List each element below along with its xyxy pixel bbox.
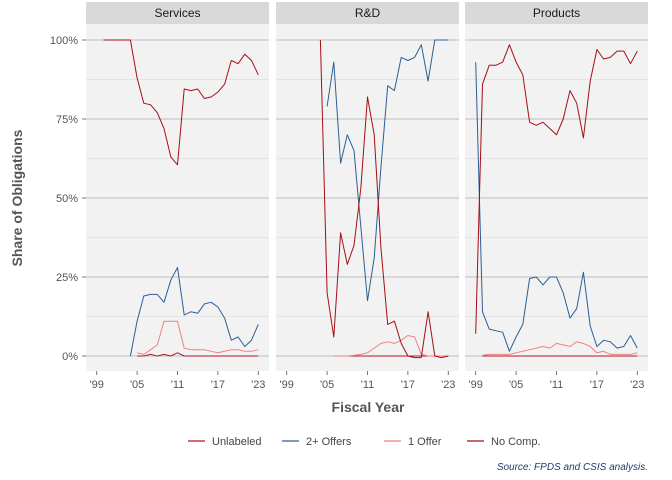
x-tick-label: '11 — [171, 379, 185, 391]
series-line-1-offer — [136, 320, 259, 355]
x-tick-label: '05 — [130, 379, 144, 391]
y-tick-label: 0% — [62, 351, 78, 363]
x-tick-label: '99 — [90, 379, 104, 391]
x-tick-label: '23 — [441, 379, 455, 391]
legend-item: 2+ Offers — [282, 436, 352, 448]
legend-label: No Comp. — [491, 436, 541, 448]
y-tick-label: 50% — [56, 193, 78, 205]
series-line-2-offers — [475, 62, 638, 352]
x-tick-label: '11 — [550, 379, 564, 391]
facet-title: Products — [533, 6, 580, 20]
panel-background — [465, 24, 648, 371]
x-tick-label: '11 — [361, 379, 375, 391]
series-line-1-offer — [482, 341, 638, 356]
series-line-no-comp — [103, 39, 259, 166]
series-line-no-comp — [475, 44, 638, 334]
y-tick-label: 100% — [50, 35, 78, 47]
facet-strip — [86, 2, 269, 24]
x-axis-title: Fiscal Year — [332, 399, 405, 415]
legend-item: 1 Offer — [384, 436, 442, 448]
series-line-no-comp — [319, 39, 449, 359]
facet-panels: Services '99 '05 '11 '17 '23 0% 25% 50% 75% 100% R&… — [50, 2, 648, 391]
facet-strip — [276, 2, 459, 24]
x-tick-label: '17 — [401, 379, 415, 391]
facet-title: Services — [154, 6, 200, 20]
facet-panel: R&D '99 '05 '11 '17 '23 — [276, 2, 459, 391]
series-line-2-offers — [129, 267, 259, 357]
x-tick-label: '99 — [469, 379, 483, 391]
legend-label: 1 Offer — [408, 436, 442, 448]
x-tick-label: '23 — [630, 379, 644, 391]
chart-caption: Source: FPDS and CSIS analysis. — [497, 462, 648, 473]
facet-panel: Services '99 '05 '11 '17 '23 0% 25% 50% 75% 100% — [50, 2, 269, 391]
legend-label: Unlabeled — [212, 436, 262, 448]
chart-legend: Unlabeled 2+ Offers 1 Offer No Comp. — [188, 436, 541, 448]
panel-background — [86, 24, 269, 371]
facet-panel: Products '99 '05 '11 '17 '23 — [465, 2, 648, 391]
y-axis-title: Share of Obligations — [9, 129, 25, 266]
x-tick-label: '17 — [590, 379, 604, 391]
panel-background — [276, 24, 459, 371]
series-line-unlabeled — [137, 352, 259, 357]
series-line-1-offer — [333, 335, 449, 357]
series-line-2-offers — [326, 39, 449, 302]
y-tick-label: 75% — [56, 114, 78, 126]
x-tick-label: '05 — [320, 379, 334, 391]
legend-label: 2+ Offers — [306, 436, 352, 448]
x-tick-label: '99 — [280, 379, 294, 391]
facet-strip — [465, 2, 648, 24]
x-tick-label: '17 — [211, 379, 225, 391]
y-tick-label: 25% — [56, 272, 78, 284]
x-tick-label: '23 — [251, 379, 265, 391]
legend-item: No Comp. — [467, 436, 541, 448]
x-tick-label: '05 — [509, 379, 523, 391]
legend-item: Unlabeled — [188, 436, 262, 448]
facet-title: R&D — [355, 6, 381, 20]
